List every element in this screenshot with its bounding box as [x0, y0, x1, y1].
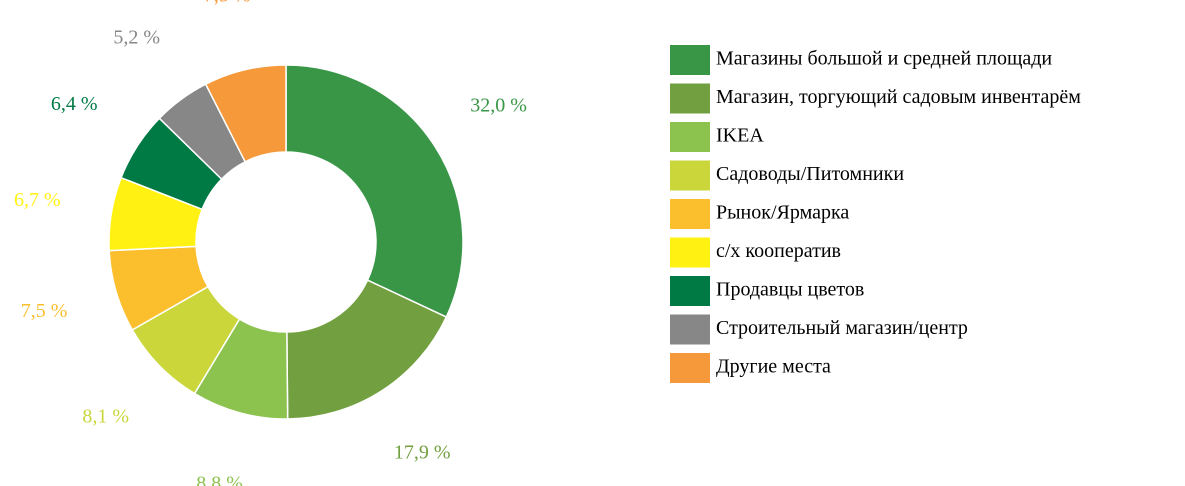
legend-label: Магазины большой и средней площади	[716, 48, 1052, 70]
legend-label: Другие места	[716, 356, 831, 378]
legend-label: Магазин, торгующий садовым инвентарём	[716, 86, 1081, 108]
data-label: 17,9 %	[394, 442, 451, 464]
legend-label: Рынок/Ярмарка	[716, 202, 849, 224]
legend-swatch	[670, 199, 710, 229]
data-label: 8,1 %	[82, 406, 129, 428]
legend-swatch	[670, 122, 710, 152]
legend-swatch	[670, 237, 710, 268]
legend-swatch	[670, 314, 710, 345]
data-label: 5,2 %	[113, 27, 160, 49]
legend-label: Продавцы цветов	[716, 279, 864, 301]
legend-swatch	[670, 45, 710, 75]
legend-swatch	[670, 160, 710, 191]
donut-segment	[285, 64, 464, 319]
donut-segment	[286, 279, 448, 420]
legend-label: Садоводы/Питомники	[716, 163, 904, 185]
legend-label: с/х кооператив	[716, 240, 841, 262]
legend-label: IKEA	[716, 125, 764, 147]
data-label: 32,0 %	[470, 94, 527, 116]
data-label: 6,4 %	[51, 93, 98, 115]
legend-swatch	[670, 276, 710, 306]
legend-label: Строительный магазин/центр	[716, 317, 968, 339]
data-label: 6,7 %	[14, 189, 61, 211]
legend-swatch	[670, 83, 710, 114]
donut-segment	[204, 64, 287, 163]
data-label: 7,5 %	[21, 300, 68, 322]
data-label: 8,8 %	[196, 473, 243, 486]
data-label: 7,5 %	[204, 0, 251, 7]
legend-swatch	[670, 353, 710, 383]
